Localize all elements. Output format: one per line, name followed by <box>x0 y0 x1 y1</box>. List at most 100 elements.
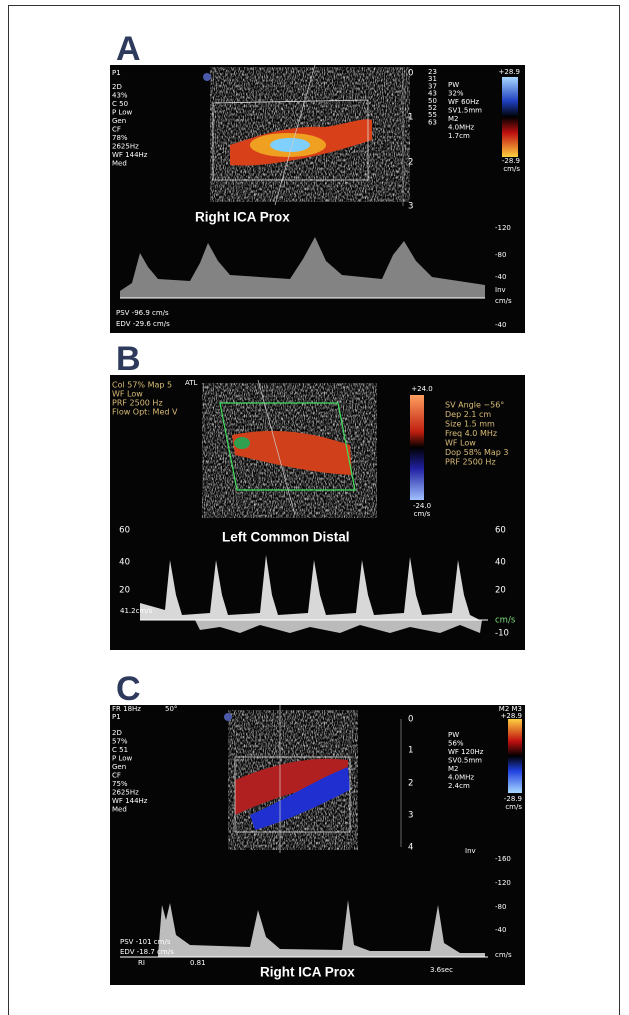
ultrasound-image: Col 57% Map 5WF LowPRF 2500 HzFlow Opt: … <box>110 375 525 650</box>
overlay-text: -28.9 <box>504 795 522 803</box>
overlay-text: -80 <box>495 251 506 259</box>
overlay-text: P Low <box>112 755 133 763</box>
overlay-text: Flow Opt: Med V <box>112 408 178 417</box>
overlay-text: -120 <box>495 879 511 887</box>
overlay-text: -10 <box>495 629 509 639</box>
overlay-text: FR 18Hz <box>112 705 141 713</box>
overlay-text: PRF 2500 Hz <box>112 399 163 408</box>
overlay-text: 60 <box>119 526 130 536</box>
overlay-text: -24.0 <box>413 502 431 510</box>
overlay-text: +28.9 <box>501 712 522 720</box>
overlay-text: 1.7cm <box>448 132 470 140</box>
overlay-text: -120 <box>495 224 511 232</box>
overlay-text: PW <box>448 81 459 89</box>
overlay-text: 1 <box>408 113 413 123</box>
overlay-text: PSV -101 cm/s <box>120 938 171 946</box>
overlay-text: Med <box>112 806 127 814</box>
overlay-text: 2 <box>408 779 413 789</box>
overlay-text: 0 <box>408 715 413 725</box>
overlay-text: 40 <box>119 558 130 568</box>
overlay-text: CF <box>112 126 121 134</box>
overlay-text: M2 <box>448 765 459 773</box>
overlay-text: 60 <box>495 526 506 536</box>
overlay-text: -160 <box>495 855 511 863</box>
panel-letter: A <box>116 32 141 66</box>
page: {"panels": [ {"label": "A", "left_text":… <box>0 0 629 1010</box>
overlay-text: SV0.5mm <box>448 757 482 765</box>
overlay-text: WF 60Hz <box>448 98 479 106</box>
overlay-text: -40 <box>495 926 506 934</box>
overlay-text: 4.0MHz <box>448 774 474 782</box>
overlay-text: 56% <box>448 740 464 748</box>
overlay-text: +28.9 <box>499 68 520 76</box>
overlay-text: Right ICA Prox <box>195 210 290 225</box>
overlay-text: 75% <box>112 780 128 788</box>
overlay-text: cm/s <box>503 165 520 173</box>
overlay-text: +24.0 <box>411 385 432 393</box>
overlay-text: -80 <box>495 903 506 911</box>
overlay-text: Size 1.5 mm <box>445 420 495 429</box>
overlay-text: -40 <box>495 273 506 281</box>
color-bar <box>502 77 518 157</box>
overlay-text: EDV -18.7 cm/s <box>120 948 174 956</box>
overlay-text: 4.0MHz <box>448 124 474 132</box>
overlay-text: cm/s <box>505 803 522 811</box>
overlay-text: WF 120Hz <box>448 748 484 756</box>
overlay-text: cm/s <box>495 297 512 305</box>
overlay-text: Dep 2.1 cm <box>445 410 491 419</box>
overlay-text: 50° <box>165 705 177 713</box>
overlay-text: Gen <box>112 763 126 771</box>
color-bar <box>508 719 522 793</box>
overlay-text: Dop 58% Map 3 <box>445 448 509 457</box>
overlay-text: Inv <box>495 286 506 294</box>
color-flow <box>270 138 310 152</box>
overlay-text: 3 <box>408 202 413 212</box>
overlay-text: 32% <box>448 90 464 98</box>
overlay-text: Left Common Distal <box>222 530 350 545</box>
overlay-text: ATL <box>185 379 198 387</box>
overlay-text: 20 <box>119 586 130 596</box>
overlay-text: PRF 2500 Hz <box>445 458 496 467</box>
overlay-text: 2D <box>112 729 122 737</box>
overlay-text: PSV -96.9 cm/s <box>116 309 169 317</box>
overlay-text: C 50 <box>112 100 128 108</box>
overlay-text: -28.9 <box>502 157 520 165</box>
overlay-text: SV1.5mm <box>448 107 482 115</box>
overlay-text: WF Low <box>445 439 476 448</box>
overlay-text: Right ICA Prox <box>260 965 355 980</box>
overlay-text: 2625Hz <box>112 789 139 797</box>
overlay-text: Col 57% Map 5 <box>112 381 172 390</box>
overlay-text: WF 144Hz <box>112 151 148 159</box>
overlay-text: 0 <box>408 69 413 79</box>
overlay-text: SV Angle −56° <box>445 401 504 410</box>
overlay-text: 4 <box>408 843 413 853</box>
overlay-text: 3 <box>408 811 413 821</box>
overlay-text: 2D <box>112 83 122 91</box>
color-flow <box>234 437 250 449</box>
overlay-text: P1 <box>112 713 121 721</box>
ultrasound-image: FR 18Hz50°P12D57%C 51P LowGenCF75%2625Hz… <box>110 705 525 985</box>
overlay-text: WF 144Hz <box>112 797 148 805</box>
overlay-text: -40 <box>495 321 506 329</box>
overlay-text: 41.2cm/s <box>120 607 153 615</box>
overlay-text: C 51 <box>112 746 128 754</box>
overlay-text: Inv <box>465 847 476 855</box>
overlay-text: PW <box>448 731 459 739</box>
overlay-text: 2 <box>408 158 413 168</box>
overlay-text: Freq 4.0 MHz <box>445 429 497 438</box>
overlay-text: 40 <box>495 558 506 568</box>
overlay-text: 3.6sec <box>430 966 453 974</box>
doppler-waveform <box>195 620 482 633</box>
overlay-text: 63 <box>428 118 437 126</box>
overlay-text: 20 <box>495 586 506 596</box>
probe-marker <box>203 73 211 81</box>
overlay-text: M2 <box>448 115 459 123</box>
color-bar <box>410 395 424 500</box>
overlay-text: 2.4cm <box>448 782 470 790</box>
overlay-text: RI <box>138 959 145 967</box>
overlay-text: 57% <box>112 738 128 746</box>
panel-letter: B <box>116 342 141 376</box>
overlay-text: 78% <box>112 134 128 142</box>
overlay-text: P1 <box>112 69 121 77</box>
overlay-text: P Low <box>112 109 133 117</box>
